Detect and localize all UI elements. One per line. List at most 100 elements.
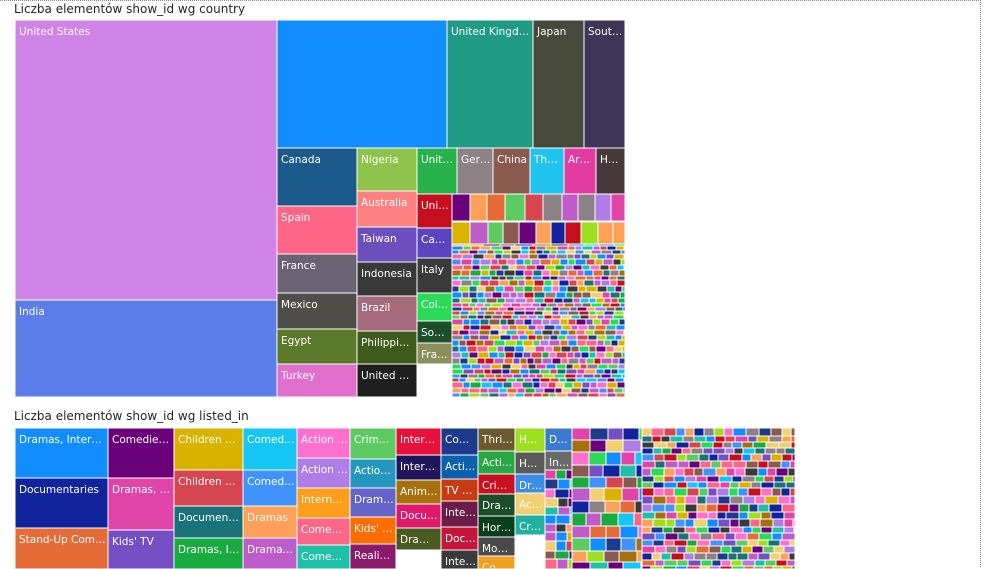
listed-in-tail-tile [763, 475, 775, 483]
india-tile[interactable] [14, 299, 278, 398]
listed-in-tail-tile [771, 487, 782, 497]
thailand-tile-label: Th… [533, 154, 558, 166]
listed-in-tail-tile [634, 451, 643, 466]
listed-in-tile-12-label: Comed… [247, 476, 295, 488]
listed-in-tail-tile [603, 550, 620, 563]
egypt-tile-label: Egypt [281, 335, 311, 347]
listed-in-tile-28-label: Docu… [400, 510, 437, 522]
listed-in-tail-tile [730, 559, 743, 567]
listed-in-tail-tile [742, 495, 756, 505]
listed-in-tail-tile [641, 495, 654, 505]
france-2-tile-label: Fra… [421, 349, 448, 361]
listed-in-tile-2[interactable] [14, 477, 109, 529]
listed-in-tail-tile [783, 545, 796, 554]
germany-tile[interactable] [456, 147, 494, 195]
hong-kong-tile[interactable] [595, 147, 626, 195]
listed-in-tail-tile [641, 552, 653, 561]
listed-in-tail-tile [677, 532, 690, 541]
listed-in-tile-37-label: Acti… [482, 457, 512, 469]
listed-in-tile-47-label: Cr… [519, 521, 541, 533]
listed-in-tile-20[interactable] [349, 427, 397, 460]
listed-in-tile-12[interactable] [242, 469, 298, 507]
listed-in-tail-tile [728, 453, 743, 462]
listed-in-tile-26[interactable] [395, 454, 442, 481]
listed-in-tail-tile [716, 511, 727, 520]
listed-in-tile-23[interactable] [349, 516, 397, 545]
listed-in-tail-tile [771, 526, 785, 534]
listed-in-tile-19[interactable] [296, 544, 351, 569]
listed-in-tail-tile [702, 447, 714, 455]
listed-in-tail-tile [571, 537, 591, 552]
listed-in-tail-tile [760, 526, 773, 534]
listed-in-tail-tile [685, 545, 697, 554]
canada-tile-label: Canada [281, 154, 321, 166]
listed-in-tile-7[interactable] [173, 427, 244, 471]
italy-tile[interactable] [416, 257, 453, 294]
listed-in-tile-7-label: Children … [178, 434, 236, 446]
listed-in-tile-6[interactable] [107, 529, 175, 569]
listed-in-tail-tile [571, 464, 590, 478]
listed-in-tail-tile [607, 561, 624, 569]
listed-in-tail-tile [619, 500, 636, 514]
listed-in-tail-tile [589, 561, 609, 569]
listed-in-tile-42[interactable] [477, 555, 516, 569]
listed-in-tail-tile [571, 500, 590, 514]
listed-in-tail-tile [734, 532, 748, 541]
listed-in-tail-tile [684, 526, 697, 534]
brazil-tile[interactable] [356, 295, 418, 332]
listed-in-tail-tile [751, 526, 762, 534]
listed-in-tile-17[interactable] [296, 487, 351, 519]
south-korea-tile[interactable] [583, 19, 626, 149]
listed-in-tail-tile [684, 495, 698, 505]
listed-in-tail-tile [687, 559, 702, 567]
listed-in-tile-1[interactable] [14, 427, 109, 479]
listed-in-tail-tile [641, 532, 656, 541]
listed-in-tile-33[interactable] [440, 500, 479, 528]
united-states-tile-label: United States [19, 26, 90, 38]
listed-in-tile-8[interactable] [173, 469, 244, 507]
listed-in-tail-tile [702, 467, 717, 477]
listed-in-tile-28[interactable] [395, 503, 442, 529]
listed-in-tail-tile [693, 518, 708, 528]
listed-in-tile-36-label: Thri… [481, 434, 513, 446]
listed-in-tile-22[interactable] [349, 487, 397, 518]
philippines-tile[interactable] [356, 330, 418, 365]
china-tile[interactable] [492, 147, 531, 195]
listed-in-tile-4[interactable] [107, 427, 175, 479]
listed-in-tail-tile [734, 467, 746, 477]
unit-tile[interactable] [416, 147, 458, 195]
listed-in-tail-tile [681, 447, 692, 455]
listed-in-tail-tile [588, 500, 606, 514]
listed-in-tail-tile [780, 487, 791, 497]
listed-in-tile-25[interactable] [395, 427, 442, 456]
listed-in-tail-tile [654, 545, 667, 554]
listed-in-tail-tile [676, 545, 687, 554]
listed-in-tail-tile [697, 481, 708, 489]
listed-in-tile-14[interactable] [242, 537, 298, 569]
listed-in-tile-2-label: Documentaries [19, 484, 99, 496]
listed-in-tail-tile [738, 518, 751, 528]
listed-in-tile-19-label: Come… [301, 551, 342, 563]
listed-in-tile-4-label: Comedie… [112, 434, 169, 446]
unit-2-tile-label: Uni… [421, 200, 449, 212]
united-kingdom-tile-label: United Kingd… [451, 26, 529, 38]
australia-tile[interactable] [356, 190, 418, 228]
listed-in-tail-tile [716, 552, 729, 561]
listed-in-tail-tile [695, 475, 708, 483]
listed-in-tail-tile [760, 487, 773, 497]
listed-in-tile-15[interactable] [296, 427, 351, 459]
unlabeled-country-tile[interactable] [276, 19, 448, 149]
united-states-tile[interactable] [14, 19, 278, 301]
listed-in-tail-tile [571, 476, 590, 489]
united-kingdom-2-tile[interactable] [356, 363, 418, 398]
listed-in-tail-tile [660, 435, 671, 443]
listed-in-tail-tile [789, 539, 796, 547]
listed-in-tile-24[interactable] [349, 543, 397, 569]
listed-in-tail-tile [756, 435, 770, 443]
thailand-tile[interactable] [529, 147, 565, 195]
unit-2-tile[interactable] [416, 193, 453, 229]
listed-in-tail-tile [759, 518, 774, 528]
listed-in-tail-tile [738, 503, 750, 513]
